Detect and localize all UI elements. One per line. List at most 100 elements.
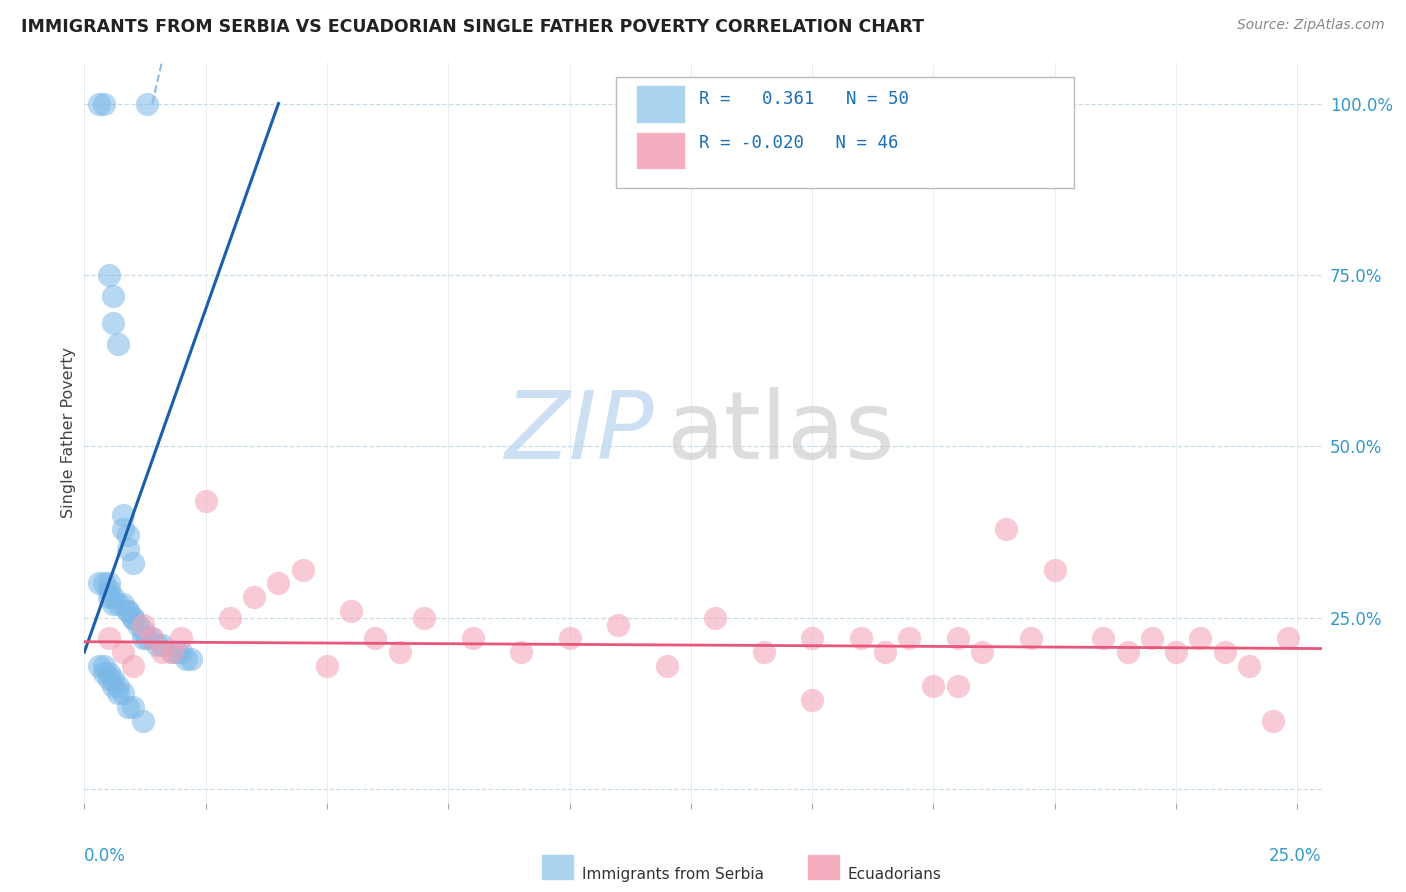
Point xyxy=(946,679,969,693)
Point xyxy=(873,645,896,659)
Point xyxy=(107,597,129,611)
Point xyxy=(150,645,173,659)
Point xyxy=(107,336,129,351)
Point xyxy=(141,632,163,646)
Point xyxy=(849,632,872,646)
Point xyxy=(107,686,129,700)
Point xyxy=(1092,632,1115,646)
Point xyxy=(112,645,135,659)
Point xyxy=(103,590,125,604)
Point xyxy=(160,645,183,659)
Point xyxy=(93,658,115,673)
FancyBboxPatch shape xyxy=(616,78,1074,188)
FancyBboxPatch shape xyxy=(808,855,839,879)
Point xyxy=(122,611,145,625)
Point xyxy=(131,632,153,646)
Point xyxy=(1140,632,1163,646)
Point xyxy=(131,624,153,639)
Point xyxy=(97,576,120,591)
Point xyxy=(93,96,115,111)
Point xyxy=(291,563,314,577)
Point xyxy=(219,611,242,625)
Text: 0.0%: 0.0% xyxy=(84,847,127,865)
Point xyxy=(112,522,135,536)
Point xyxy=(117,604,139,618)
Text: atlas: atlas xyxy=(666,386,894,479)
Point xyxy=(97,268,120,282)
Point xyxy=(112,686,135,700)
Point xyxy=(97,583,120,598)
Point xyxy=(243,590,266,604)
Point xyxy=(558,632,581,646)
Point xyxy=(995,522,1018,536)
Text: Source: ZipAtlas.com: Source: ZipAtlas.com xyxy=(1237,18,1385,32)
Point xyxy=(1116,645,1139,659)
Point xyxy=(87,658,110,673)
Point xyxy=(103,288,125,302)
Point xyxy=(103,679,125,693)
Point xyxy=(160,645,183,659)
Point xyxy=(180,652,202,666)
Text: Ecuadorians: Ecuadorians xyxy=(848,867,942,882)
Point xyxy=(117,528,139,542)
Point xyxy=(1277,632,1299,646)
Point xyxy=(510,645,533,659)
Text: IMMIGRANTS FROM SERBIA VS ECUADORIAN SINGLE FATHER POVERTY CORRELATION CHART: IMMIGRANTS FROM SERBIA VS ECUADORIAN SIN… xyxy=(21,18,924,36)
Point xyxy=(267,576,290,591)
Point xyxy=(131,617,153,632)
Point xyxy=(103,673,125,687)
Point xyxy=(93,665,115,680)
Point xyxy=(97,665,120,680)
Point xyxy=(97,590,120,604)
Point xyxy=(117,604,139,618)
Point xyxy=(166,645,188,659)
Text: Immigrants from Serbia: Immigrants from Serbia xyxy=(582,867,763,882)
Point xyxy=(1189,632,1212,646)
Point xyxy=(122,556,145,570)
FancyBboxPatch shape xyxy=(543,855,574,879)
Point xyxy=(170,632,193,646)
Point xyxy=(112,597,135,611)
Point xyxy=(112,508,135,522)
Point xyxy=(1237,658,1260,673)
Y-axis label: Single Father Poverty: Single Father Poverty xyxy=(60,347,76,518)
Point xyxy=(364,632,387,646)
Point xyxy=(801,693,824,707)
Point xyxy=(127,617,149,632)
Point xyxy=(87,96,110,111)
Point xyxy=(704,611,727,625)
Point xyxy=(146,638,169,652)
Point xyxy=(946,632,969,646)
Point xyxy=(136,96,159,111)
Point xyxy=(117,699,139,714)
Point xyxy=(388,645,411,659)
Point xyxy=(1043,563,1066,577)
Point xyxy=(1164,645,1187,659)
Point xyxy=(117,542,139,557)
Text: ZIP: ZIP xyxy=(503,387,654,478)
Point xyxy=(122,611,145,625)
Point xyxy=(752,645,775,659)
Point xyxy=(801,632,824,646)
Point xyxy=(97,673,120,687)
Point xyxy=(93,576,115,591)
Point xyxy=(316,658,339,673)
Point xyxy=(607,617,630,632)
Point xyxy=(413,611,436,625)
Point xyxy=(922,679,945,693)
Point xyxy=(103,597,125,611)
Point xyxy=(1261,714,1284,728)
Point xyxy=(194,494,217,508)
FancyBboxPatch shape xyxy=(637,87,685,121)
Text: 25.0%: 25.0% xyxy=(1270,847,1322,865)
Point xyxy=(898,632,921,646)
Point xyxy=(141,632,163,646)
Point xyxy=(340,604,363,618)
Point xyxy=(1019,632,1042,646)
Point xyxy=(461,632,484,646)
Point xyxy=(122,699,145,714)
Point xyxy=(97,632,120,646)
Point xyxy=(150,638,173,652)
Text: R =   0.361   N = 50: R = 0.361 N = 50 xyxy=(699,90,910,108)
Point xyxy=(136,632,159,646)
